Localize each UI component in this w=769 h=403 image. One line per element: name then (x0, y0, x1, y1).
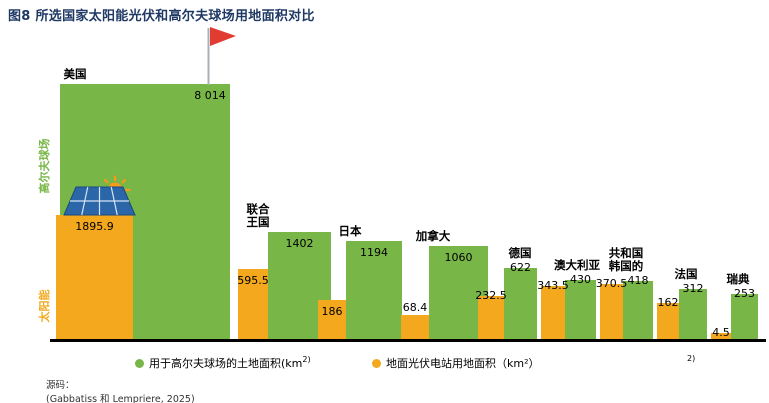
source-label: 源码： (46, 380, 75, 391)
source-block: 源码： (Gabbatiss 和 Lempriere, 2025) (46, 379, 195, 403)
country-label: 德国 (508, 246, 532, 260)
solar-bar (238, 269, 268, 339)
country-label: 瑞典 (726, 272, 750, 286)
solar-bar (478, 296, 504, 339)
golf-value-label: 1194 (360, 246, 388, 259)
golf-value-label: 8 014 (194, 89, 226, 102)
solar-bar (541, 286, 565, 339)
golf-value-label: 1402 (285, 237, 314, 250)
legend-item-solar: 地面光伏电站用地面积（km²） (372, 356, 540, 370)
golf-bar (565, 280, 596, 339)
solar-bar (56, 215, 133, 339)
golf-bar (731, 294, 758, 339)
country-label: 美国 (63, 67, 87, 81)
solar-value-label: 186 (321, 305, 343, 318)
figure-title: 图8 所选国家太阳能光伏和高尔夫球场用地面积对比 (8, 9, 315, 24)
y-axis-label-golf: 高尔夫球场 (38, 138, 51, 194)
solar-bar (657, 303, 679, 339)
golf-value-label: 622 (510, 261, 531, 274)
solar-bar (401, 315, 429, 339)
country-label: 共和国 韩国的 (608, 246, 644, 273)
country-label: 法国 (674, 267, 698, 281)
solar-value-label: 232.5 (475, 289, 507, 302)
country-label: 澳大利亚 (554, 258, 600, 272)
legend-item-golf: 用于高尔夫球场的土地面积(km 2) (135, 354, 311, 370)
solar-value-label: 595.5 (237, 274, 269, 287)
golf-value-label: 1060 (444, 251, 473, 264)
golf-value-label: 253 (734, 287, 755, 300)
legend-solar-label: 地面光伏电站用地面积（km²） (386, 357, 540, 370)
legend-golf-superscript: 2) (302, 354, 311, 364)
x-axis-line (50, 339, 766, 342)
solar-bar (711, 333, 731, 339)
source-citation: (Gabbatiss 和 Lempriere, 2025) (46, 394, 195, 403)
golf-value-label: 418 (627, 274, 649, 287)
solar-bar (600, 284, 623, 339)
legend-stray-superscript: 2) (687, 354, 696, 363)
solar-value-label: 370.5 (595, 277, 628, 290)
solar-bar (318, 300, 346, 339)
golf-value-label: 430 (570, 273, 591, 286)
golf-bar (679, 289, 707, 339)
solar-value-label: 68.4 (402, 301, 428, 314)
country-label: 加拿大 (415, 229, 451, 243)
solar-value-label: 343.5 (537, 279, 569, 292)
golf-bar (504, 268, 537, 339)
solar-legend-dot (372, 358, 381, 368)
solar-value-label: 1895.9 (75, 220, 114, 233)
solar-value-label: 162 (657, 296, 679, 309)
golf-flag-icon (207, 27, 236, 85)
legend-golf-label: 用于高尔夫球场的土地面积(km (149, 357, 303, 370)
golf-legend-dot (135, 358, 144, 368)
country-label: 联合 王国 (246, 202, 270, 229)
solar-value-label: 4.5 (712, 326, 730, 339)
golf-bar (623, 281, 653, 339)
solar-panel-icon (63, 175, 136, 216)
golf-value-label: 312 (682, 282, 704, 295)
plot-area: 高尔夫球场 太阳能 (38, 27, 766, 342)
golf-bar (346, 241, 402, 339)
country-label: 日本 (338, 224, 362, 238)
y-axis-label-solar: 太阳能 (38, 289, 51, 323)
